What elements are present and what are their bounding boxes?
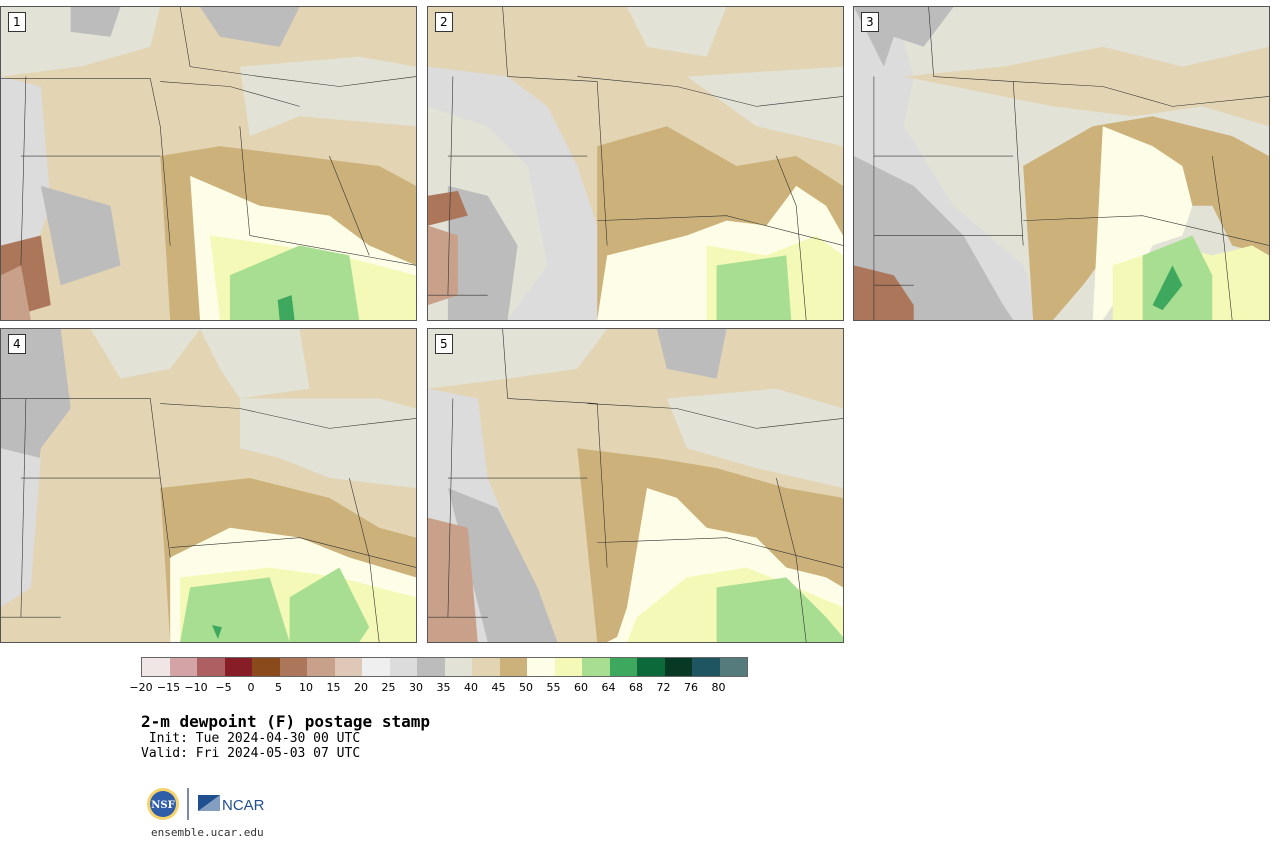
- colorbar-swatch: [224, 658, 252, 676]
- map-panel-1: 1: [0, 6, 417, 321]
- map-panel-2: 2: [427, 6, 844, 321]
- colorbar-swatch: [554, 658, 582, 676]
- dewpoint-map-4: [1, 329, 416, 642]
- panel-number-label: 3: [861, 12, 879, 32]
- colorbar-tick-label: 60: [574, 681, 588, 694]
- dewpoint-map-5: [428, 329, 843, 642]
- page-title: 2-m dewpoint (F) postage stamp: [141, 712, 430, 731]
- nsf-logo-icon: NSF NCAR: [147, 788, 265, 820]
- colorbar-swatch: [472, 658, 500, 676]
- nsf-logo-text: NSF: [151, 800, 174, 811]
- dewpoint-colorbar: [141, 657, 748, 677]
- colorbar-tick-label: 30: [409, 681, 423, 694]
- colorbar-tick-label: 25: [381, 681, 396, 694]
- valid-time: Valid: Fri 2024-05-03 07 UTC: [141, 746, 361, 761]
- colorbar-tick-label: 40: [464, 681, 478, 694]
- colorbar-swatch: [692, 658, 720, 676]
- init-time: Init: Tue 2024-04-30 00 UTC: [141, 731, 361, 746]
- colorbar-swatch: [142, 658, 170, 676]
- colorbar-tick-label: 55: [546, 681, 561, 694]
- colorbar-swatch: [389, 658, 417, 676]
- colorbar-tick-label: 50: [519, 681, 533, 694]
- colorbar-swatch: [417, 658, 445, 676]
- colorbar-tick-label: 10: [299, 681, 313, 694]
- colorbar-tick-label: 72: [656, 681, 671, 694]
- colorbar-tick-label: 76: [684, 681, 698, 694]
- colorbar-swatch: [444, 658, 472, 676]
- colorbar-swatch: [169, 658, 197, 676]
- ncar-logo-text: NCAR: [222, 797, 265, 814]
- colorbar-tick-label: 15: [326, 681, 341, 694]
- colorbar-swatch: [307, 658, 335, 676]
- colorbar-tick-label: −20: [129, 681, 153, 694]
- colorbar-tick-label: 45: [491, 681, 506, 694]
- colorbar-swatch: [362, 658, 390, 676]
- colorbar-tick-label: −5: [215, 681, 232, 694]
- map-panel-5: 5: [427, 328, 844, 643]
- colorbar-swatch: [252, 658, 280, 676]
- colorbar-tick-label: 5: [275, 681, 282, 694]
- map-panel-4: 4: [0, 328, 417, 643]
- colorbar-swatch: [582, 658, 610, 676]
- dewpoint-map-1: [1, 7, 416, 320]
- colorbar-swatch: [719, 658, 747, 676]
- nsf-ncar-logos: NSF NCAR: [146, 786, 276, 822]
- colorbar-tick-labels: −20 −15 −10 −5 0 5 10 15 20 25 30 35 40 45 50 55 60 64 68 7…: [129, 681, 757, 695]
- colorbar-swatch: [527, 658, 555, 676]
- colorbar-tick-label: 20: [354, 681, 368, 694]
- colorbar-swatch: [197, 658, 225, 676]
- colorbar-tick-label: 0: [247, 681, 255, 694]
- colorbar-tick-label: 35: [436, 681, 451, 694]
- colorbar-swatch: [664, 658, 692, 676]
- site-url: ensemble.ucar.edu: [151, 826, 264, 839]
- panel-number-label: 4: [8, 334, 26, 354]
- colorbar-tick-label: −15: [156, 681, 181, 694]
- colorbar-swatch: [334, 658, 362, 676]
- dewpoint-map-3: [854, 7, 1269, 320]
- dewpoint-map-2: [428, 7, 843, 320]
- panel-number-label: 2: [435, 12, 453, 32]
- colorbar-swatch: [609, 658, 637, 676]
- panel-number-label: 1: [8, 12, 26, 32]
- map-panel-3: 3: [853, 6, 1270, 321]
- colorbar-tick-label: −10: [184, 681, 208, 694]
- panel-number-label: 5: [435, 334, 453, 354]
- colorbar-swatch: [499, 658, 527, 676]
- colorbar-tick-label: 80: [711, 681, 726, 694]
- colorbar-tick-label: 64: [601, 681, 616, 694]
- colorbar-tick-label: 68: [629, 681, 643, 694]
- colorbar-swatch: [279, 658, 307, 676]
- colorbar-swatch: [637, 658, 665, 676]
